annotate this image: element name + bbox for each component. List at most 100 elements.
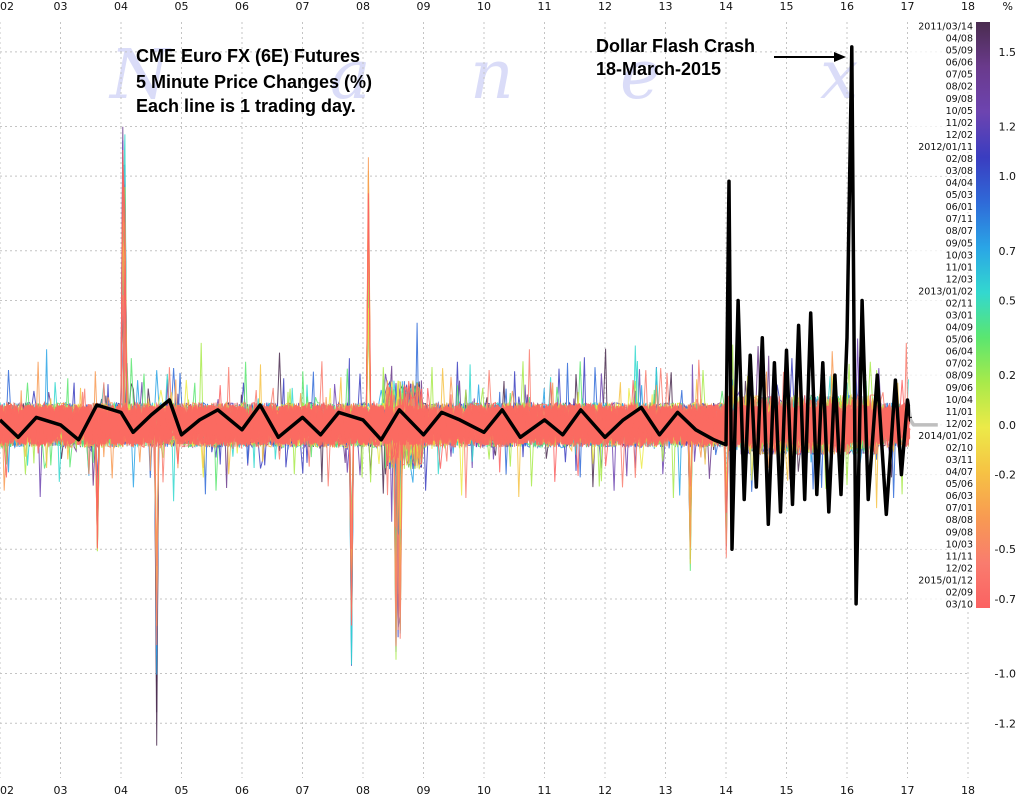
color-legend-label: 06/03 [946, 491, 973, 502]
x-tick-label-top: 14 [719, 0, 733, 13]
color-legend-label: 08/07 [946, 226, 973, 237]
color-legend-label: 08/08 [946, 515, 973, 526]
x-tick-label-bottom: 12 [598, 784, 612, 797]
color-legend-label: 12/02 [946, 563, 973, 574]
color-legend-label: 11/01 [946, 407, 973, 418]
x-tick-label-top: 17 [901, 0, 915, 13]
y-tick-label: -1.2 [995, 717, 1016, 730]
x-tick-label-bottom: 18 [961, 784, 975, 797]
color-legend-label-bg [910, 381, 974, 393]
color-legend-label: 04/07 [946, 467, 973, 478]
color-legend-label-bg [910, 586, 974, 598]
color-legend-label: 02/09 [946, 587, 973, 598]
color-legend-label-bg [910, 104, 974, 116]
color-legend-label-bg [910, 213, 974, 225]
y-tick-label: -1.0 [995, 668, 1016, 681]
color-legend-label-bg [910, 201, 974, 213]
color-legend-label: 2015/01/12 [918, 575, 973, 586]
x-tick-label-top: 12 [598, 0, 612, 13]
color-legend-label: 2014/01/02 [918, 431, 973, 442]
color-legend-label: 09/06 [946, 383, 973, 394]
x-tick-label-bottom: 04 [114, 784, 128, 797]
color-legend-label-bg [910, 44, 974, 56]
color-legend-label: 07/02 [946, 359, 973, 370]
color-legend-label-bg [910, 261, 974, 273]
color-legend-label: 08/02 [946, 82, 973, 93]
color-legend-label: 09/08 [946, 94, 973, 105]
chart-title-line: 5 Minute Price Changes (%) [136, 72, 372, 92]
x-tick-label-top: 03 [54, 0, 68, 13]
x-tick-label-bottom: 05 [175, 784, 189, 797]
color-legend-label: 03/08 [946, 166, 973, 177]
color-legend-label: 03/01 [946, 311, 973, 322]
x-tick-label-bottom: 11 [538, 784, 552, 797]
color-legend-label-bg [910, 405, 974, 417]
color-legend-label: 12/03 [946, 274, 973, 285]
color-legend-label: 10/03 [946, 539, 973, 550]
color-legend-label-bg [910, 152, 974, 164]
y-unit-label: % [1003, 0, 1013, 13]
y-tick-label: -0.7 [995, 593, 1016, 606]
annotation-text-line: Dollar Flash Crash [596, 36, 755, 56]
color-legend-label-bg [910, 345, 974, 357]
x-tick-label-top: 15 [780, 0, 794, 13]
color-legend-label-bg [910, 68, 974, 80]
color-legend-label: 04/09 [946, 323, 973, 334]
y-tick-label: -0.2 [995, 469, 1016, 482]
color-legend-bar [976, 22, 990, 608]
color-legend-label: 05/03 [946, 190, 973, 201]
color-legend-label: 06/01 [946, 202, 973, 213]
x-tick-label-bottom: 08 [356, 784, 370, 797]
x-tick-label-top: 07 [296, 0, 310, 13]
color-legend-label: 08/09 [946, 371, 973, 382]
color-legend-label-bg [910, 441, 974, 453]
color-legend-label: 11/02 [946, 118, 973, 129]
color-legend-label: 02/10 [946, 443, 973, 454]
annotation-arrow-head [834, 52, 846, 62]
color-legend-label: 09/08 [946, 527, 973, 538]
color-legend-label-bg [910, 550, 974, 562]
color-legend-label-bg [910, 393, 974, 405]
color-legend-label-bg [910, 165, 974, 176]
color-legend-label-bg [910, 32, 974, 44]
color-legend-label-bg [910, 357, 974, 369]
color-legend-label-bg [910, 273, 974, 285]
y-tick-label: 1.2 [999, 120, 1017, 133]
color-legend-label-bg [910, 429, 974, 441]
color-legend-label: 11/01 [946, 262, 973, 273]
y-tick-label: 1.5 [999, 46, 1017, 59]
color-legend-label: 03/10 [946, 600, 973, 611]
x-tick-label-top: 04 [114, 0, 128, 13]
y-tick-label: 0.0 [999, 419, 1017, 432]
x-tick-label-top: 05 [175, 0, 189, 13]
watermark-letter: N [108, 36, 172, 115]
color-legend-label-bg [910, 189, 974, 201]
color-legend-label: 2011/03/14 [918, 22, 973, 33]
x-tick-label-bottom: 10 [477, 784, 491, 797]
x-tick-label-bottom: 07 [296, 784, 310, 797]
color-legend-label-bg [910, 321, 974, 333]
color-legend-label: 03/11 [946, 455, 973, 466]
x-tick-label-top: 16 [840, 0, 854, 13]
color-legend-label-bg [910, 297, 974, 309]
color-legend-label-bg [910, 454, 974, 465]
chart-title: CME Euro FX (6E) Futures 5 Minute Price C… [136, 46, 372, 116]
color-legend-label-bg [910, 20, 974, 32]
color-legend-label: 05/06 [946, 335, 973, 346]
x-tick-label-top: 08 [356, 0, 370, 13]
x-tick-label-bottom: 15 [780, 784, 794, 797]
color-legend-label: 07/01 [946, 503, 973, 514]
x-tick-label-top: 11 [538, 0, 552, 13]
x-tick-label-bottom: 02 [0, 784, 14, 797]
watermark-letter: a [330, 36, 371, 115]
color-legend-label: 06/06 [946, 58, 973, 69]
color-legend-label: 12/02 [946, 130, 973, 141]
color-legend-label-bg [910, 285, 974, 297]
color-legend-label: 12/02 [946, 419, 973, 430]
x-tick-label-bottom: 03 [54, 784, 68, 797]
color-legend-label-bg [910, 225, 974, 237]
color-legend-label-bg [910, 478, 974, 490]
color-legend-label: 05/09 [946, 46, 973, 57]
watermark-letter: e [620, 36, 660, 115]
